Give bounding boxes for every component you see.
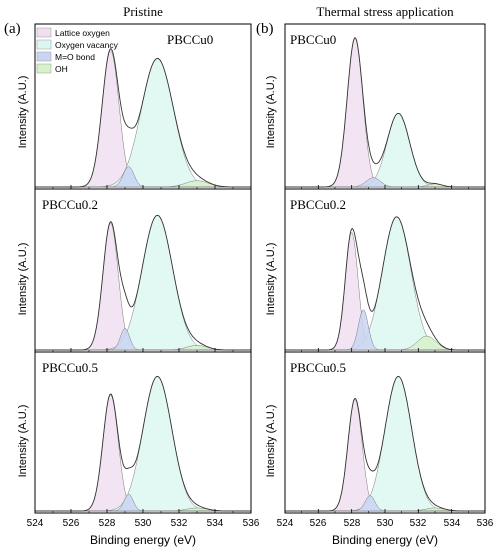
column-title-thermal: Thermal stress application — [316, 4, 454, 19]
xlabel-b: Binding energy (eV) — [332, 533, 438, 547]
panel-a-pbccu0-2: PBCCu0.2 — [34, 188, 252, 353]
legend-label-oh: OH — [55, 64, 68, 74]
legend-label-lattice: Lattice oxygen — [55, 28, 110, 38]
legend-swatch-mo — [36, 51, 52, 62]
xtick-label-a-532: 532 — [171, 518, 188, 529]
legend: Lattice oxygen Oxygen vacancy M=O bond O… — [36, 27, 119, 74]
ylabel-a-bot: Intensity (A.U.) — [17, 405, 29, 478]
ylabel-b-bot: Intensity (A.U.) — [265, 405, 277, 478]
peak-oxygen-vacancy — [285, 376, 485, 512]
xtick-label-b-530: 530 — [377, 518, 394, 529]
legend-swatch-vacancy — [36, 39, 52, 50]
peak-oxygen-vacancy — [285, 113, 485, 188]
panel-b-pbccu0: PBCCu0 — [284, 23, 486, 190]
plot-area — [35, 214, 251, 351]
peak-oxygen-vacancy — [35, 376, 251, 512]
ylabel-b-mid: Intensity (A.U.) — [265, 243, 277, 316]
plot-area — [285, 216, 485, 351]
sample-label: PBCCu0.2 — [42, 197, 98, 212]
xtick-label-b-536: 536 — [477, 518, 494, 529]
xtick-label-b-526: 526 — [310, 518, 327, 529]
xtick-label-a-536: 536 — [243, 518, 260, 529]
xtick-label-a-530: 530 — [135, 518, 152, 529]
xlabel-a: Binding energy (eV) — [90, 533, 196, 547]
sample-label: PBCCu0.2 — [290, 197, 346, 212]
panel-letter-a: (a) — [4, 21, 21, 37]
sample-label: PBCCu0.5 — [42, 360, 98, 375]
panel-a-pbccu0: PBCCu0 — [34, 23, 252, 190]
plot-area — [285, 375, 485, 512]
panel-letter-b: (b) — [256, 21, 274, 37]
legend-label-mo: M=O bond — [55, 52, 95, 62]
panel-a-pbccu0-5: PBCCu0.5 — [34, 351, 252, 514]
sample-label: PBCCu0 — [290, 32, 336, 47]
legend-swatch-oh — [36, 63, 52, 74]
xtick-label-b-524: 524 — [277, 518, 294, 529]
ylabel-a-top: Intensity (A.U.) — [17, 76, 29, 149]
ylabel-b-top: Intensity (A.U.) — [265, 76, 277, 149]
xtick-label-b-534: 534 — [444, 518, 461, 529]
peak-oxygen-vacancy — [285, 216, 485, 351]
panel-b-pbccu0-2: PBCCu0.2 — [284, 188, 486, 353]
xtick-label-b-532: 532 — [410, 518, 427, 529]
peak-oxygen-vacancy — [35, 58, 251, 188]
peak-oxygen-vacancy — [35, 215, 251, 351]
sample-label: PBCCu0.5 — [290, 360, 346, 375]
xtick-label-b-528: 528 — [344, 518, 361, 529]
legend-swatch-lattice — [36, 27, 52, 38]
xtick-label-a-526: 526 — [63, 518, 80, 529]
xtick-label-a-524: 524 — [27, 518, 44, 529]
xtick-label-a-534: 534 — [207, 518, 224, 529]
plot-area — [285, 37, 485, 188]
ylabel-a-mid: Intensity (A.U.) — [17, 243, 29, 316]
plot-area — [35, 375, 251, 512]
panel-b-pbccu0-5: PBCCu0.5 — [284, 351, 486, 514]
legend-label-vacancy: Oxygen vacancy — [55, 40, 119, 50]
sample-label: PBCCu0 — [167, 32, 213, 47]
column-title-pristine: Pristine — [123, 4, 163, 19]
xtick-label-a-528: 528 — [99, 518, 116, 529]
